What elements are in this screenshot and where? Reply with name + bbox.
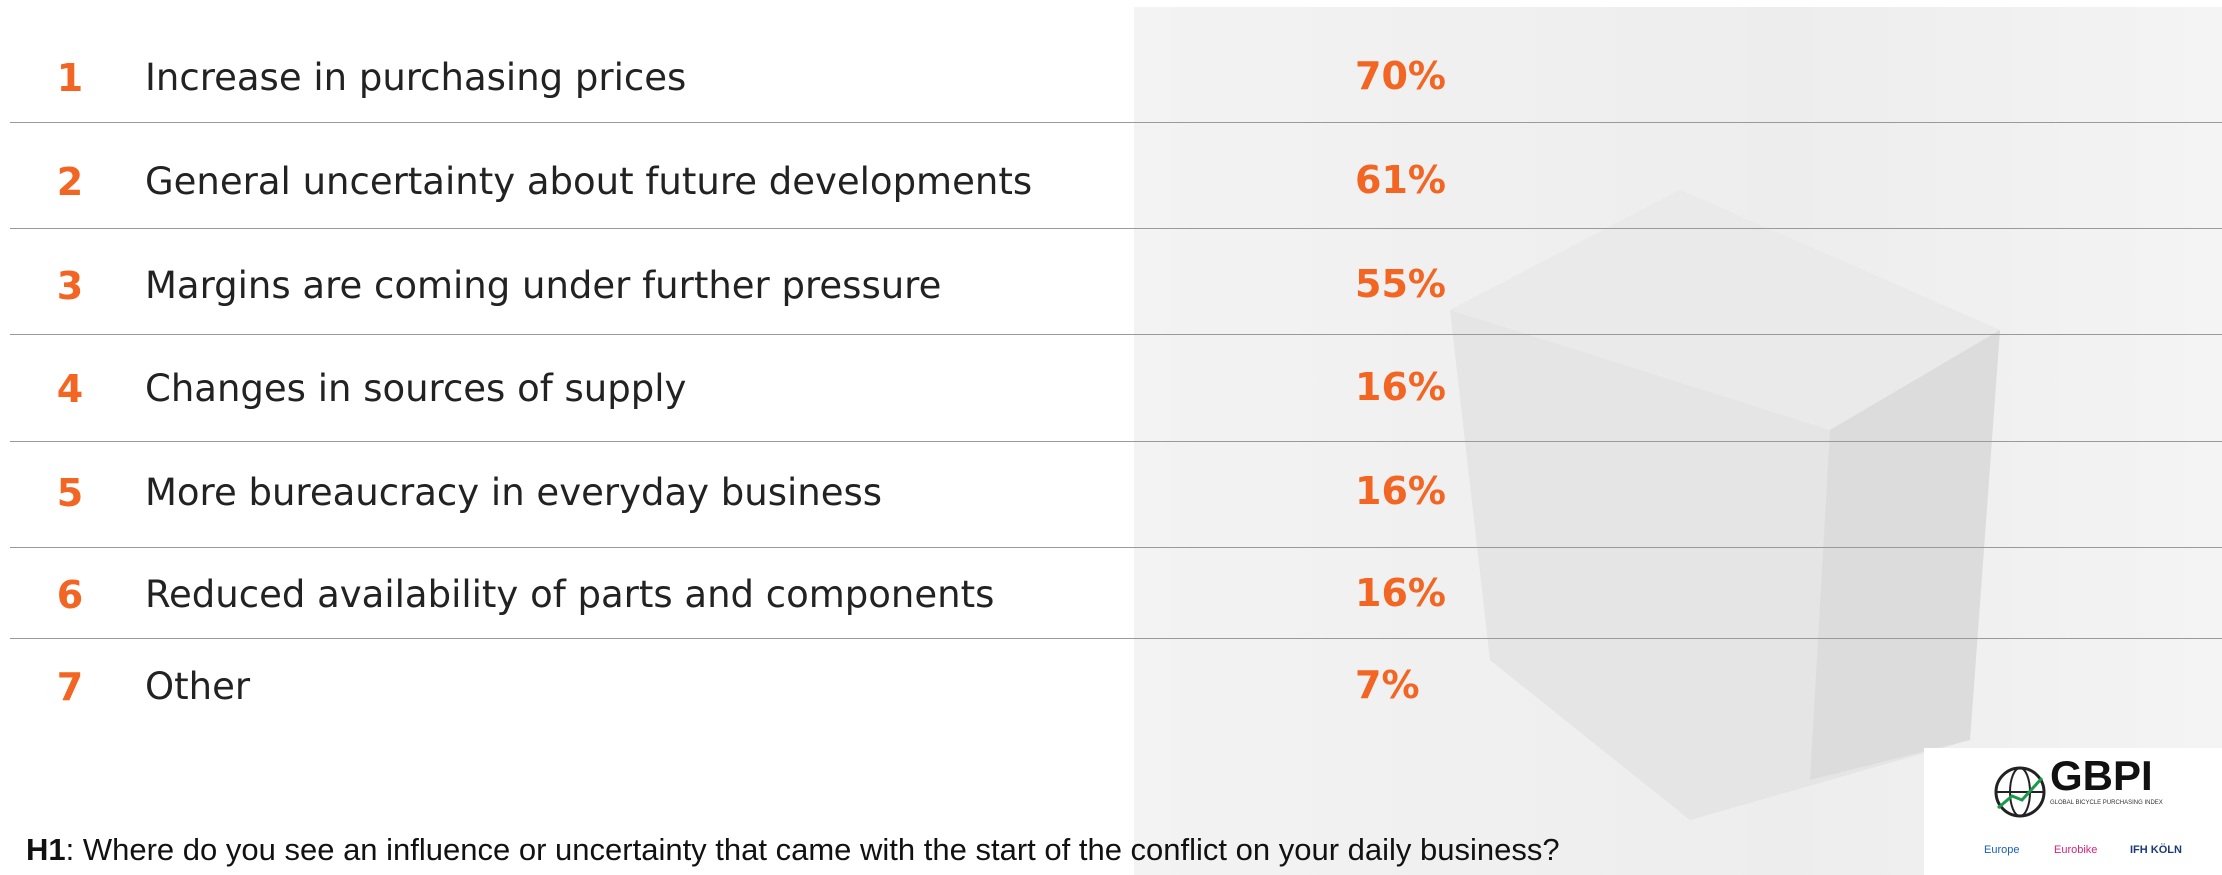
separator [10,441,2222,442]
list-row: 3 Margins are coming under further pressu… [0,246,2222,326]
list-row: 1 Increase in purchasing prices 70% [0,38,2222,118]
footer: H1: Where do you see an influence or unc… [26,832,1560,868]
separator [10,638,2222,639]
rank: 5 [50,471,90,515]
row-label: Reduced availability of parts and compon… [145,573,994,616]
row-value: 7% [1355,663,1420,707]
question-text: : Where do you see an influence or uncer… [66,832,1560,867]
row-value: 55% [1355,262,1446,306]
list-row: 4 Changes in sources of supply 16% [0,349,2222,429]
separator [10,334,2222,335]
row-value: 16% [1355,365,1446,409]
row-label: Increase in purchasing prices [145,56,686,99]
row-label: More bureaucracy in everyday business [145,471,882,514]
list-row: 2 General uncertainty about future develo… [0,142,2222,222]
rank: 3 [50,264,90,308]
logo-globe [1990,762,2050,822]
logo-tagline: GLOBAL BICYCLE PURCHASING INDEX [2050,800,2163,806]
partner-logo: Eurobike [2054,844,2097,856]
rank: 4 [50,367,90,411]
row-label: Changes in sources of supply [145,367,686,410]
list-row: 6 Reduced availability of parts and compo… [0,555,2222,635]
row-value: 61% [1355,158,1446,202]
logo: GBPI GLOBAL BICYCLE PURCHASING INDEX Eur… [1924,748,2222,875]
separator [10,228,2222,229]
row-value: 16% [1355,571,1446,615]
row-value: 16% [1355,469,1446,513]
rank: 7 [50,665,90,709]
row-label: General uncertainty about future develop… [145,160,1032,203]
partner-logo: IFH KÖLN [2130,844,2182,856]
partner-logo: Europe [1984,844,2019,856]
list-row: 5 More bureaucracy in everyday business 16… [0,453,2222,533]
question-code: H1 [26,832,66,867]
logo-name: GBPI [2050,752,2153,800]
list-row: 7 Other 7% [0,647,2222,727]
separator [10,122,2222,123]
rank: 6 [50,573,90,617]
rank: 2 [50,160,90,204]
row-value: 70% [1355,54,1446,98]
page: 1 Increase in purchasing prices 70% 2 Genera… [0,0,2222,875]
rank: 1 [50,56,90,100]
separator [10,547,2222,548]
row-label: Other [145,665,250,708]
row-label: Margins are coming under further pressur… [145,264,941,307]
